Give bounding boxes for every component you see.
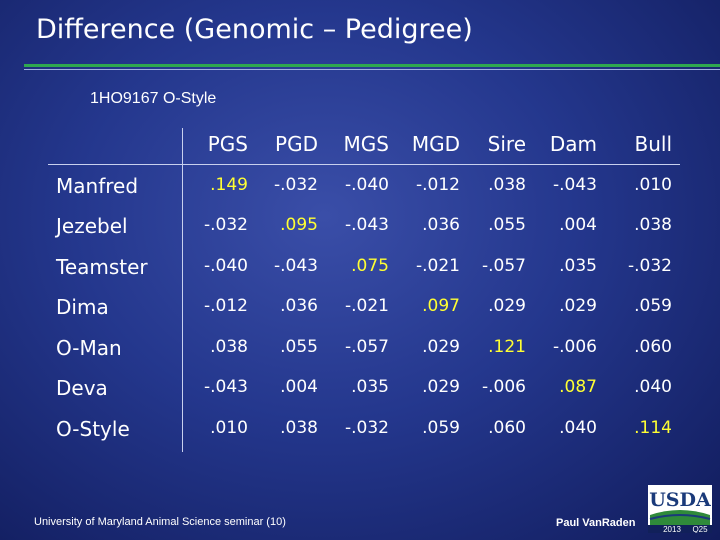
row-label-teamster: Teamster [56,255,148,279]
table-cell: .075 [351,256,389,276]
table-cell: .059 [634,296,672,316]
table-cell: -.006 [553,337,597,357]
table-cell: .029 [559,296,597,316]
table-cell: .004 [559,215,597,235]
table-cell: .060 [634,337,672,357]
table-cell: .114 [634,418,672,438]
table-cell: -.012 [416,175,460,195]
table-cell: -.057 [482,256,526,276]
usda-logo-text: USDA [649,489,711,511]
table-cell: .038 [210,337,248,357]
table-cell: .035 [351,377,389,397]
table-cell: .029 [422,337,460,357]
table-cell: -.043 [274,256,318,276]
table-cell: -.021 [416,256,460,276]
table-cell: .149 [210,175,248,195]
table-cell: -.006 [482,377,526,397]
title-divider [24,64,720,67]
bull-id-subtitle: 1HO9167 O-Style [90,90,217,107]
table-cell: -.040 [345,175,389,195]
row-label-jezebel: Jezebel [56,214,128,238]
title-divider-thin [24,69,720,70]
table-cell: .087 [559,377,597,397]
footer-year: 2013 [663,525,681,533]
footer-year-suffix: Q25 [692,525,708,533]
table-cell: -.043 [553,175,597,195]
table-cell: .036 [422,215,460,235]
slide-title: Difference (Genomic – Pedigree) [36,14,473,45]
row-label-o-style: O-Style [56,417,130,441]
table-cell: .036 [280,296,318,316]
table-cell: .040 [559,418,597,438]
table-cell: -.012 [204,296,248,316]
footer-seminar: University of Maryland Animal Science se… [34,516,286,528]
table-cell: -.057 [345,337,389,357]
table-vertical-divider [182,128,183,452]
table-cell: .004 [280,377,318,397]
table-cell: .029 [422,377,460,397]
column-header-pgs: PGS [207,132,248,156]
table-cell: .038 [488,175,526,195]
table-cell: .055 [280,337,318,357]
table-cell: -.032 [628,256,672,276]
table-cell: -.043 [345,215,389,235]
row-label-manfred: Manfred [56,174,139,198]
table-cell: .040 [634,377,672,397]
row-label-deva: Deva [56,376,108,400]
table-cell: -.032 [204,215,248,235]
table-cell: .029 [488,296,526,316]
table-cell: .038 [280,418,318,438]
column-header-sire: Sire [487,132,526,156]
table-cell: -.021 [345,296,389,316]
table-cell: .035 [559,256,597,276]
column-header-pgd: PGD [275,132,318,156]
column-header-mgs: MGS [343,132,389,156]
table-cell: .121 [488,337,526,357]
usda-logo: USDA 2013 Q25 [648,485,712,533]
table-cell: -.032 [345,418,389,438]
column-header-mgd: MGD [411,132,460,156]
table-cell: .097 [422,296,460,316]
table-cell: .010 [210,418,248,438]
table-cell: -.040 [204,256,248,276]
column-header-bull: Bull [634,132,672,156]
table-cell: .060 [488,418,526,438]
table-cell: -.032 [274,175,318,195]
table-cell: .055 [488,215,526,235]
table-cell: .038 [634,215,672,235]
table-cell: .010 [634,175,672,195]
row-label-o-man: O-Man [56,336,122,360]
table-cell: -.043 [204,377,248,397]
row-label-dima: Dima [56,295,109,319]
table-cell: .059 [422,418,460,438]
footer-author: Paul VanRaden [556,517,636,529]
table-cell: .095 [280,215,318,235]
column-header-dam: Dam [549,132,597,156]
table-header-divider [48,164,680,165]
